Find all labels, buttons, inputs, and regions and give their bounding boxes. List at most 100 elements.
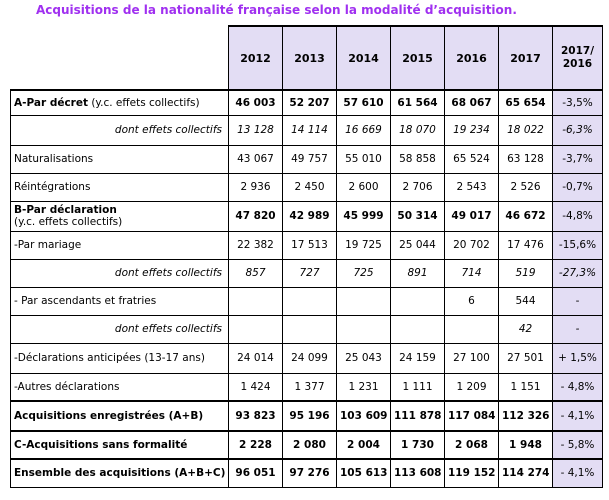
cell-value: 68 067 xyxy=(444,89,499,116)
table-row: A-Par décret (y.c. effets collectifs) 46 … xyxy=(10,89,603,116)
cell-value: 2 706 xyxy=(390,172,445,202)
row-label-text: dont effets collectifs xyxy=(114,124,222,136)
cell-value: 57 610 xyxy=(336,89,391,116)
cell-value xyxy=(336,314,391,344)
cell-value: 18 022 xyxy=(498,114,553,146)
cell-value xyxy=(228,286,283,316)
cell-value: 42 989 xyxy=(282,200,337,232)
cell-change: + 1,5% xyxy=(552,342,603,374)
cell-change: - 4,8% xyxy=(552,372,603,402)
cell-value: 891 xyxy=(390,258,445,288)
cell-value: 52 207 xyxy=(282,89,337,116)
table-row: Naturalisations 43 067 49 757 55 010 58 858 6… xyxy=(10,144,603,174)
cell-value: 61 564 xyxy=(390,89,445,116)
cell-value: 117 084 xyxy=(444,400,499,432)
cell-value: 19 234 xyxy=(444,114,499,146)
cell-value: 2 228 xyxy=(228,430,283,460)
cell-value: 19 725 xyxy=(336,230,391,260)
cell-change: -27,3% xyxy=(552,258,603,288)
cell-value: 46 003 xyxy=(228,89,283,116)
row-label-sub: (y.c. effets collectifs) xyxy=(14,216,123,228)
cell-value: 2 543 xyxy=(444,172,499,202)
cell-value: 105 613 xyxy=(336,458,391,488)
cell-value: 14 114 xyxy=(282,114,337,146)
cell-value: 857 xyxy=(228,258,283,288)
cell-value: 55 010 xyxy=(336,144,391,174)
table-row: Ensemble des acquisitions (A+B+C) 96 051 9… xyxy=(10,458,603,488)
cell-value xyxy=(336,286,391,316)
cell-value: 2 600 xyxy=(336,172,391,202)
cell-value: 1 948 xyxy=(498,430,553,460)
cell-change: -3,7% xyxy=(552,144,603,174)
cell-value: 714 xyxy=(444,258,499,288)
row-label-text: C-Acquisitions sans formalité xyxy=(14,439,188,451)
cell-value xyxy=(228,314,283,344)
cell-value: 119 152 xyxy=(444,458,499,488)
cell-value: 519 xyxy=(498,258,553,288)
cell-value: 45 999 xyxy=(336,200,391,232)
cell-value: 2 080 xyxy=(282,430,337,460)
cell-value: 114 274 xyxy=(498,458,553,488)
cell-value: 24 099 xyxy=(282,342,337,374)
cell-value: 1 377 xyxy=(282,372,337,402)
row-label: dont effets collectifs xyxy=(10,114,229,146)
cell-value: 2 526 xyxy=(498,172,553,202)
cell-value: 96 051 xyxy=(228,458,283,488)
cell-value xyxy=(390,286,445,316)
cell-change: - 4,1% xyxy=(552,400,603,432)
table-row: dont effets collectifs 857 727 725 891 714 519… xyxy=(10,258,603,288)
table-row: -Déclarations anticipées (13-17 ans) 24 0… xyxy=(10,342,603,374)
cell-value: 24 014 xyxy=(228,342,283,374)
cell-value: 17 513 xyxy=(282,230,337,260)
year-header: 2013 xyxy=(282,25,337,91)
cell-value: 58 858 xyxy=(390,144,445,174)
cell-change: -0,7% xyxy=(552,172,603,202)
cell-value: 25 044 xyxy=(390,230,445,260)
year-header: 2017 xyxy=(498,25,553,91)
cell-value xyxy=(282,314,337,344)
year-header: 2015 xyxy=(390,25,445,91)
row-label-text: B-Par déclaration xyxy=(14,204,117,216)
year-header: 2016 xyxy=(444,25,499,91)
row-label-sub: (y.c. effets collectifs) xyxy=(88,96,200,109)
row-label-text: Réintégrations xyxy=(14,181,91,193)
cell-value: 1 231 xyxy=(336,372,391,402)
table-title: Acquisitions de la nationalité française… xyxy=(36,3,517,17)
cell-change: - 4,1% xyxy=(552,458,603,488)
cell-value: 6 xyxy=(444,286,499,316)
cell-value xyxy=(444,314,499,344)
row-label: A-Par décret (y.c. effets collectifs) xyxy=(10,89,229,116)
row-label: -Déclarations anticipées (13-17 ans) xyxy=(10,342,229,374)
cell-value: 18 070 xyxy=(390,114,445,146)
cell-change: - 5,8% xyxy=(552,430,603,460)
cell-value: 97 276 xyxy=(282,458,337,488)
header-row: 2012 2013 2014 2015 2016 2017 2017/2016 xyxy=(10,25,603,91)
cell-value: 544 xyxy=(498,286,553,316)
cell-change: -3,5% xyxy=(552,89,603,116)
row-label-text: dont effets collectifs xyxy=(114,323,222,335)
cell-value: 2 068 xyxy=(444,430,499,460)
cell-value: 63 128 xyxy=(498,144,553,174)
cell-change: -4,8% xyxy=(552,200,603,232)
row-label: B-Par déclaration (y.c. effets collectifs… xyxy=(10,200,229,232)
table-row: -Par mariage 22 382 17 513 19 725 25 044 20 7… xyxy=(10,230,603,260)
row-label-text: Ensemble des acquisitions (A+B+C) xyxy=(14,467,226,480)
change-header: 2017/2016 xyxy=(552,25,603,91)
change-header-line: 2016 xyxy=(562,58,593,70)
row-label: dont effets collectifs xyxy=(10,258,229,288)
cell-value: 24 159 xyxy=(390,342,445,374)
row-label-text: -Autres déclarations xyxy=(14,380,120,393)
cell-value: 43 067 xyxy=(228,144,283,174)
cell-value: 17 476 xyxy=(498,230,553,260)
cell-value: 95 196 xyxy=(282,400,337,432)
cell-value: 111 878 xyxy=(390,400,445,432)
row-label-text: - Par ascendants et fratries xyxy=(14,295,157,307)
cell-value: 103 609 xyxy=(336,400,391,432)
table-row: Réintégrations 2 936 2 450 2 600 2 706 2 543 2… xyxy=(10,172,603,202)
year-header: 2014 xyxy=(336,25,391,91)
row-label: -Autres déclarations xyxy=(10,372,229,402)
row-label: dont effets collectifs xyxy=(10,314,229,344)
cell-value xyxy=(282,286,337,316)
cell-value: 112 326 xyxy=(498,400,553,432)
row-label: -Par mariage xyxy=(10,230,229,260)
